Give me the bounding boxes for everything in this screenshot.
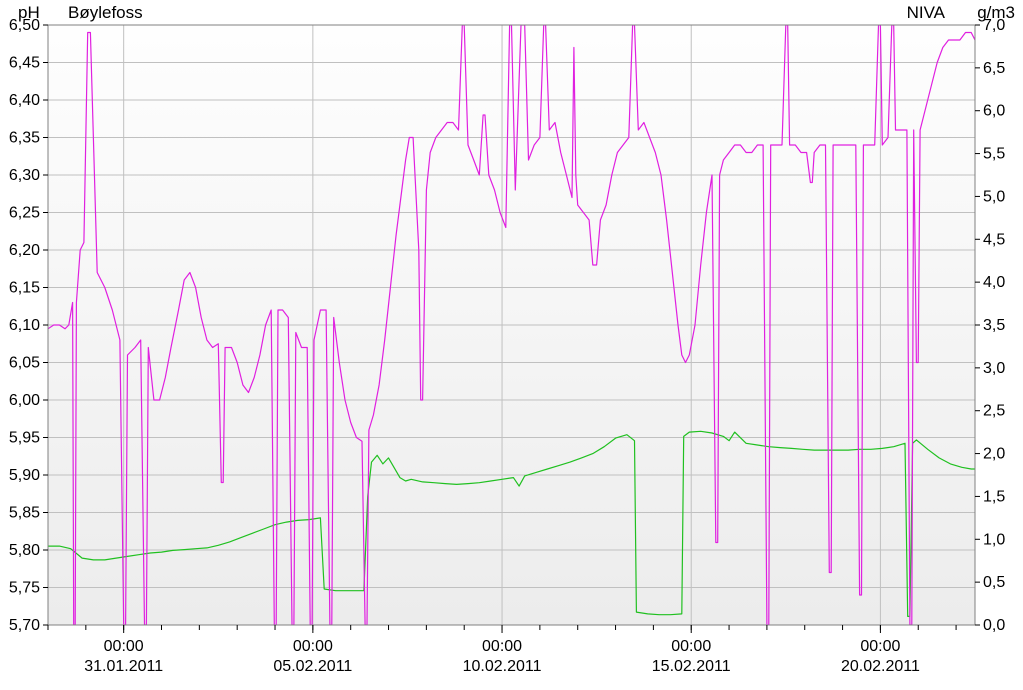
right-tick-label: 2,5 (983, 403, 1005, 420)
left-tick-label: 5,70 (9, 617, 40, 634)
right-tick-label: 1,5 (983, 488, 1005, 505)
top-label-left: Bøylefoss (68, 3, 143, 22)
timeseries-chart: 5,70 5,75 5,80 5,85 5,90 5,95 6,00 6,05 6,10 6,15… (0, 0, 1023, 690)
x-tick-time: 00:00 (104, 638, 144, 655)
left-tick-label: 5,90 (9, 467, 40, 484)
left-axis-title: pH (18, 3, 40, 22)
right-axis-title: g/m3 (977, 3, 1015, 22)
right-tick-label: 0,0 (983, 617, 1005, 634)
right-tick-label: 6,0 (983, 103, 1005, 120)
right-tick-label: 4,5 (983, 231, 1005, 248)
left-tick-label: 6,00 (9, 392, 40, 409)
left-tick-label: 6,35 (9, 130, 40, 147)
left-tick-label: 5,85 (9, 505, 40, 522)
x-tick-date: 31.01.2011 (84, 658, 163, 675)
x-tick-date: 05.02.2011 (273, 658, 352, 675)
left-tick-label: 6,10 (9, 317, 40, 334)
right-tick-label: 2,0 (983, 446, 1005, 463)
right-tick-label: 0,5 (983, 574, 1005, 591)
right-tick-label: 3,5 (983, 317, 1005, 334)
left-tick-label: 6,40 (9, 92, 40, 109)
right-tick-label: 5,0 (983, 188, 1005, 205)
left-tick-label: 6,05 (9, 355, 40, 372)
x-tick-date: 10.02.2011 (463, 658, 542, 675)
left-tick-label: 6,45 (9, 55, 40, 72)
x-tick-time: 00:00 (293, 638, 333, 655)
x-tick-date: 20.02.2011 (841, 658, 920, 675)
left-tick-label: 6,20 (9, 242, 40, 259)
x-tick-date: 15.02.2011 (652, 658, 731, 675)
right-tick-label: 5,5 (983, 146, 1005, 163)
right-tick-label: 6,5 (983, 60, 1005, 77)
right-tick-label: 3,0 (983, 360, 1005, 377)
left-tick-label: 5,80 (9, 542, 40, 559)
left-tick-label: 6,25 (9, 205, 40, 222)
x-tick-time: 00:00 (482, 638, 522, 655)
x-tick-time: 00:00 (671, 638, 711, 655)
right-tick-label: 4,0 (983, 274, 1005, 291)
left-tick-label: 6,30 (9, 167, 40, 184)
x-tick-time: 00:00 (860, 638, 900, 655)
top-label-right: NIVA (907, 3, 946, 22)
chart-svg: 5,70 5,75 5,80 5,85 5,90 5,95 6,00 6,05 6,10 6,15… (0, 0, 1023, 690)
left-tick-label: 5,95 (9, 430, 40, 447)
left-tick-label: 6,15 (9, 280, 40, 297)
left-tick-label: 5,75 (9, 580, 40, 597)
right-tick-label: 1,0 (983, 531, 1005, 548)
